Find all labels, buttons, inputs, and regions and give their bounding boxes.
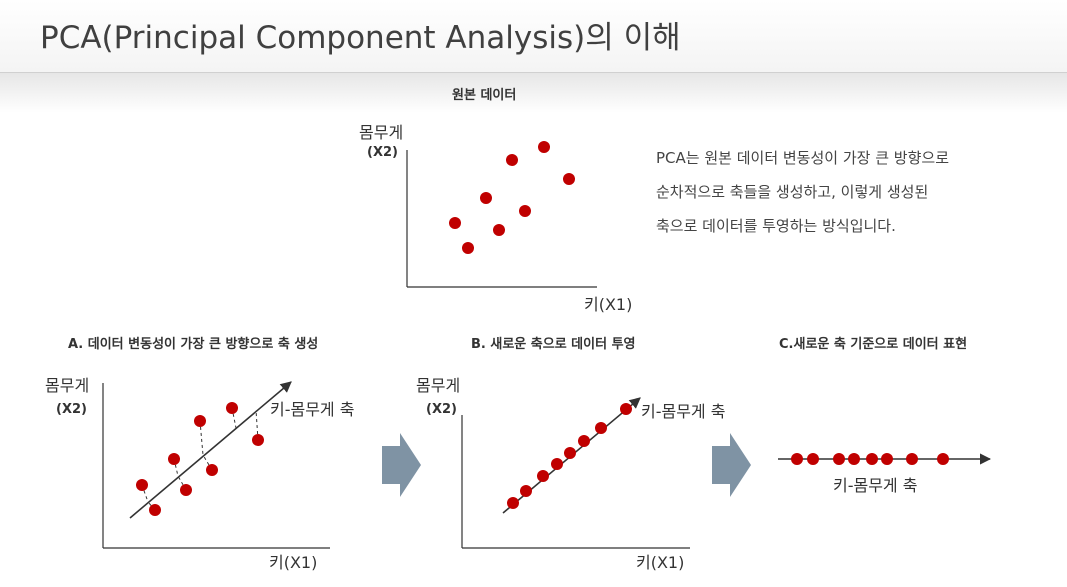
panel-a-y-label-sub: (X2) xyxy=(56,402,87,417)
panel-a-axes xyxy=(102,381,330,549)
right-arrow-icon xyxy=(382,433,421,497)
top-y-label: 몸무게 xyxy=(359,123,404,142)
data-point xyxy=(564,447,576,459)
data-point xyxy=(168,453,180,465)
panel-a-new-axis xyxy=(129,381,292,519)
data-point xyxy=(906,453,918,465)
page-title: PCA(Principal Component Analysis)의 이해 xyxy=(40,20,681,56)
data-point xyxy=(180,484,192,496)
data-point xyxy=(866,453,878,465)
data-point xyxy=(807,453,819,465)
panel-a-x-label: 키(X1) xyxy=(269,553,318,572)
projection-line xyxy=(255,409,259,441)
panel-b-y-label-sub: (X2) xyxy=(426,402,457,417)
panel-b-y-label: 몸무게 xyxy=(416,376,461,395)
panel-a-y-label: 몸무게 xyxy=(45,376,90,395)
data-point xyxy=(506,154,518,166)
top-y-label-sub: (X2) xyxy=(367,145,398,160)
panel-b-axis-label: 키-몸무게 축 xyxy=(641,402,726,421)
top-x-label: 키(X1) xyxy=(584,295,633,314)
data-point xyxy=(848,453,860,465)
data-point xyxy=(791,453,803,465)
data-point xyxy=(206,464,218,476)
top-chart-axes xyxy=(406,150,597,288)
top-chart-title: 원본 데이터 xyxy=(452,88,517,103)
data-point xyxy=(833,453,845,465)
header-shadow xyxy=(0,73,1067,113)
data-point xyxy=(480,192,492,204)
data-point xyxy=(252,434,264,446)
description-line-3: 축으로 데이터를 투영하는 방식입니다. xyxy=(656,217,896,235)
title-bar: PCA(Principal Component Analysis)의 이해 xyxy=(0,0,1067,73)
data-point xyxy=(462,242,474,254)
data-point xyxy=(937,453,949,465)
data-point xyxy=(519,205,531,217)
data-point xyxy=(538,141,550,153)
panel-c-points xyxy=(791,453,949,465)
panel-b-points xyxy=(507,403,632,509)
data-point xyxy=(507,497,519,509)
data-point xyxy=(520,485,532,497)
panel-a-axis-label: 키-몸무게 축 xyxy=(270,400,355,419)
data-point xyxy=(881,453,893,465)
description-line-2: 순차적으로 축들을 생성하고, 이렇게 생성된 xyxy=(656,183,929,201)
data-point xyxy=(226,402,238,414)
description-line-1: PCA는 원본 데이터 변동성이 가장 큰 방향으로 xyxy=(656,149,949,167)
data-point xyxy=(537,470,549,482)
data-point xyxy=(493,224,505,236)
right-arrow-icon xyxy=(712,433,751,497)
data-point xyxy=(449,217,461,229)
panel-a-points xyxy=(136,402,264,516)
data-point xyxy=(194,415,206,427)
data-point xyxy=(149,504,161,516)
data-point xyxy=(578,435,590,447)
panel-b-x-label: 키(X1) xyxy=(636,553,685,572)
data-point xyxy=(563,173,575,185)
panel-c-axis-label: 키-몸무게 축 xyxy=(833,476,918,495)
data-point xyxy=(620,403,632,415)
panel-b-title: B. 새로운 축으로 데이터 투영 xyxy=(471,337,636,352)
panel-a-title: A. 데이터 변동성이 가장 큰 방향으로 축 생성 xyxy=(68,337,319,352)
panel-c-title: C.새로운 축 기준으로 데이터 표현 xyxy=(779,337,968,352)
top-chart-points xyxy=(449,141,575,254)
data-point xyxy=(595,422,607,434)
data-point xyxy=(551,458,563,470)
data-point xyxy=(136,479,148,491)
